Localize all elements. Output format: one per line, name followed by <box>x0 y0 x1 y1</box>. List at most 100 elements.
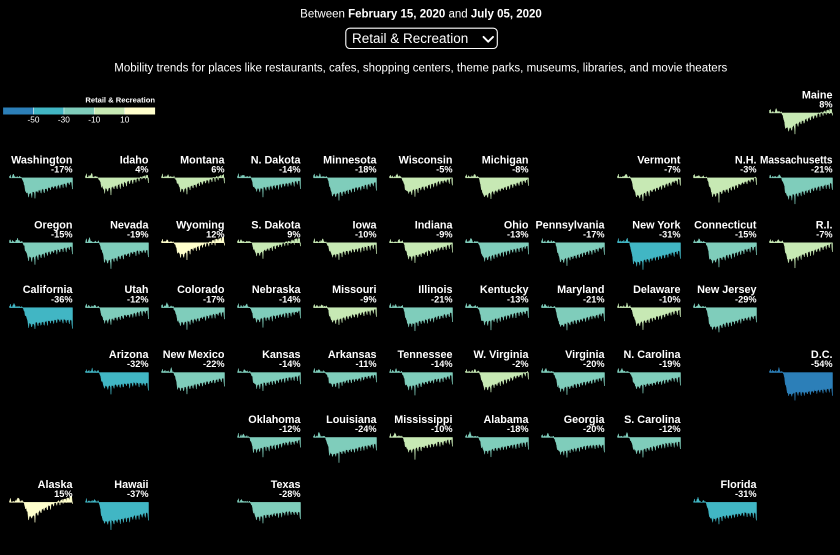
svg-text:-9%: -9% <box>360 294 376 304</box>
svg-text:-14%: -14% <box>279 165 300 175</box>
svg-text:-18%: -18% <box>355 165 376 175</box>
svg-text:-13%: -13% <box>507 229 528 239</box>
svg-text:-36%: -36% <box>51 294 72 304</box>
svg-text:Louisiana: Louisiana <box>326 414 377 426</box>
svg-text:Oregon: Oregon <box>34 219 72 231</box>
svg-text:-32%: -32% <box>127 359 148 369</box>
svg-text:-19%: -19% <box>659 359 680 369</box>
svg-text:4%: 4% <box>135 165 148 175</box>
svg-text:-2%: -2% <box>512 359 528 369</box>
svg-text:8%: 8% <box>819 100 832 110</box>
svg-text:S. Dakota: S. Dakota <box>251 219 301 231</box>
svg-text:-5%: -5% <box>436 165 452 175</box>
svg-text:-17%: -17% <box>51 165 72 175</box>
svg-text:-10%: -10% <box>431 424 452 434</box>
svg-text:Georgia: Georgia <box>564 414 606 426</box>
svg-text:Missouri: Missouri <box>332 284 376 296</box>
svg-text:-13%: -13% <box>507 294 528 304</box>
svg-text:-19%: -19% <box>127 229 148 239</box>
svg-text:Washington: Washington <box>11 154 72 166</box>
svg-text:-20%: -20% <box>583 359 604 369</box>
svg-text:-54%: -54% <box>811 359 832 369</box>
svg-text:-14%: -14% <box>279 294 300 304</box>
svg-text:-9%: -9% <box>436 229 452 239</box>
svg-text:Massachusetts: Massachusetts <box>760 154 833 166</box>
svg-text:-22%: -22% <box>203 359 224 369</box>
svg-text:Ohio: Ohio <box>504 219 529 231</box>
svg-text:Delaware: Delaware <box>633 284 680 296</box>
svg-text:Maryland: Maryland <box>557 284 604 296</box>
svg-text:-12%: -12% <box>279 424 300 434</box>
svg-text:-7%: -7% <box>816 229 832 239</box>
svg-text:12%: 12% <box>206 229 224 239</box>
svg-text:-11%: -11% <box>356 359 377 369</box>
svg-text:Kentucky: Kentucky <box>480 284 529 296</box>
svg-text:-12%: -12% <box>127 294 148 304</box>
svg-text:New Jersey: New Jersey <box>697 284 756 296</box>
svg-text:Arkansas: Arkansas <box>328 349 377 361</box>
svg-text:-29%: -29% <box>735 294 756 304</box>
svg-text:Nevada: Nevada <box>110 219 149 231</box>
svg-text:Florida: Florida <box>721 479 758 491</box>
svg-text:9%: 9% <box>287 229 300 239</box>
svg-text:N. Carolina: N. Carolina <box>624 349 682 361</box>
svg-text:R.I.: R.I. <box>816 219 833 231</box>
svg-text:-17%: -17% <box>583 229 604 239</box>
svg-text:-10%: -10% <box>355 229 376 239</box>
svg-text:-37%: -37% <box>127 489 148 499</box>
svg-text:Retail & Recreation: Retail & Recreation <box>352 31 468 46</box>
svg-text:S. Carolina: S. Carolina <box>624 414 681 426</box>
svg-text:-31%: -31% <box>735 489 756 499</box>
svg-text:-18%: -18% <box>507 424 528 434</box>
svg-text:Maine: Maine <box>802 90 833 102</box>
svg-text:California: California <box>23 284 74 296</box>
svg-text:-17%: -17% <box>203 294 224 304</box>
svg-text:-21%: -21% <box>583 294 604 304</box>
svg-text:-3%: -3% <box>740 165 756 175</box>
svg-text:Michigan: Michigan <box>482 154 529 166</box>
svg-text:-31%: -31% <box>659 229 680 239</box>
svg-text:Arizona: Arizona <box>109 349 150 361</box>
svg-text:N.H.: N.H. <box>735 154 757 166</box>
svg-text:-10: -10 <box>88 115 100 125</box>
svg-text:Indiana: Indiana <box>415 219 454 231</box>
svg-text:6%: 6% <box>211 165 224 175</box>
svg-text:-21%: -21% <box>431 294 452 304</box>
svg-text:-12%: -12% <box>659 424 680 434</box>
svg-text:Retail & Recreation: Retail & Recreation <box>85 95 155 104</box>
svg-text:-21%: -21% <box>811 165 832 175</box>
svg-text:Kansas: Kansas <box>262 349 300 361</box>
svg-text:-15%: -15% <box>51 229 72 239</box>
svg-text:-7%: -7% <box>664 165 680 175</box>
svg-text:-28%: -28% <box>279 489 300 499</box>
svg-text:-24%: -24% <box>355 424 376 434</box>
svg-text:Mobility trends for places lik: Mobility trends for places like restaura… <box>114 62 727 74</box>
svg-text:Montana: Montana <box>180 154 225 166</box>
svg-text:15%: 15% <box>54 489 72 499</box>
svg-text:-15%: -15% <box>735 229 756 239</box>
svg-text:-10%: -10% <box>659 294 680 304</box>
svg-text:-14%: -14% <box>431 359 452 369</box>
svg-text:N. Dakota: N. Dakota <box>251 154 302 166</box>
svg-text:Wisconsin: Wisconsin <box>399 154 453 166</box>
svg-text:Nebraska: Nebraska <box>252 284 302 296</box>
svg-text:-50: -50 <box>28 115 40 125</box>
svg-text:Wyoming: Wyoming <box>176 219 224 231</box>
svg-text:Oklahoma: Oklahoma <box>248 414 301 426</box>
svg-text:Texas: Texas <box>271 479 301 491</box>
svg-text:-20%: -20% <box>583 424 604 434</box>
svg-text:Alabama: Alabama <box>483 414 529 426</box>
svg-text:Illinois: Illinois <box>418 284 452 296</box>
svg-text:D.C.: D.C. <box>811 349 833 361</box>
svg-text:-8%: -8% <box>512 165 528 175</box>
svg-text:Pennsylvania: Pennsylvania <box>535 219 605 231</box>
svg-text:Tennessee: Tennessee <box>397 349 452 361</box>
svg-text:W. Virginia: W. Virginia <box>474 349 530 361</box>
svg-text:Virginia: Virginia <box>565 349 605 361</box>
svg-text:Alaska: Alaska <box>38 479 74 491</box>
svg-text:Utah: Utah <box>125 284 149 296</box>
svg-text:Between February 15, 2020 and: Between February 15, 2020 and July 05, 2… <box>300 9 542 21</box>
svg-text:Idaho: Idaho <box>120 154 149 166</box>
svg-text:New Mexico: New Mexico <box>163 349 225 361</box>
svg-text:Colorado: Colorado <box>177 284 225 296</box>
